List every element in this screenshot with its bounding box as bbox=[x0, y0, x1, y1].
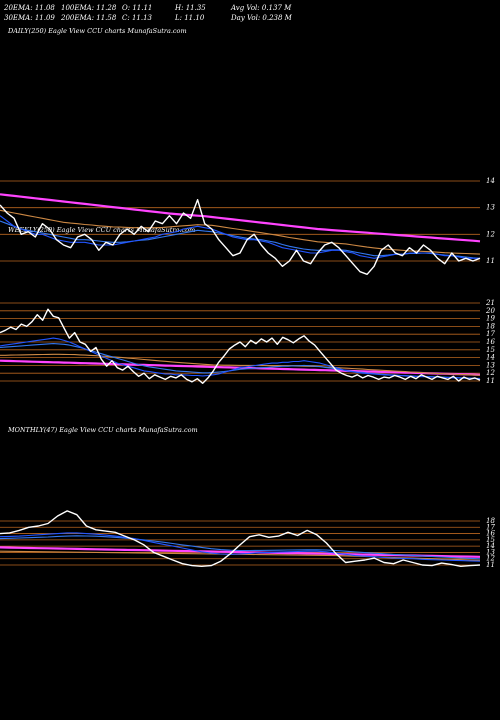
weekly-tick-label: 11 bbox=[486, 377, 495, 385]
monthly-moving-average-line bbox=[0, 535, 481, 560]
ema100-value: 100EMA: 11.28 bbox=[61, 4, 117, 12]
weekly-price-line bbox=[0, 308, 481, 384]
weekly-tick-label: 18 bbox=[486, 322, 495, 330]
stats-row-1: 20EMA: 11.08 100EMA: 11.28 O: 11.11 H: 1… bbox=[4, 3, 292, 13]
monthly-tick-label: 18 bbox=[486, 517, 495, 525]
daily-panel-label: DAILY(250) Eagle View CCU charts MunafaS… bbox=[8, 27, 187, 35]
monthly-tick-label: 11 bbox=[486, 561, 495, 569]
daily-moving-average-line bbox=[0, 209, 481, 255]
weekly-moving-average-line bbox=[0, 353, 481, 376]
monthly-moving-average-line bbox=[0, 532, 481, 562]
day-vol-value: Day Vol: 0.238 M bbox=[231, 14, 292, 22]
daily-price-line bbox=[0, 198, 481, 275]
ema200-value: 200EMA: 11.58 bbox=[61, 14, 117, 22]
daily-tick-label: 12 bbox=[486, 230, 495, 238]
weekly-tick-label: 13 bbox=[486, 361, 495, 369]
weekly-tick-label: 16 bbox=[486, 338, 495, 346]
weekly-tick-label: 21 bbox=[485, 299, 495, 307]
weekly-tick-label: 15 bbox=[486, 346, 495, 354]
weekly-panel-label: WEEKLY(250) Eagle View CCU charts Munafa… bbox=[8, 226, 196, 234]
daily-tick-label: 13 bbox=[486, 204, 495, 212]
weekly-tick-label: 17 bbox=[486, 330, 495, 338]
monthly-price-line bbox=[0, 510, 481, 567]
weekly-tick-label: 20 bbox=[485, 307, 495, 315]
daily-tick-label: 11 bbox=[486, 257, 495, 265]
monthly-panel-label: MONTHLY(47) Eagle View CCU charts Munafa… bbox=[8, 426, 198, 434]
daily-tick-label: 14 bbox=[486, 177, 495, 185]
low-value: L: 11.10 bbox=[175, 14, 205, 22]
monthly-tick-label: 14 bbox=[486, 542, 495, 550]
weekly-tick-label: 14 bbox=[486, 354, 495, 362]
weekly-tick-label: 19 bbox=[486, 315, 495, 323]
close-value: C: 11.13 bbox=[122, 14, 152, 22]
monthly-tick-label: 16 bbox=[486, 530, 495, 538]
monthly-tick-label: 15 bbox=[486, 536, 495, 544]
daily-moving-average-line bbox=[0, 193, 481, 243]
high-value: H: 11.35 bbox=[175, 4, 206, 12]
weekly-tick-label: 12 bbox=[486, 369, 495, 377]
open-value: O: 11.11 bbox=[122, 4, 153, 12]
monthly-tick-label: 13 bbox=[486, 548, 495, 556]
daily-panel: 14 13 12 11 bbox=[0, 177, 495, 275]
indicator-stats: 20EMA: 11.08 100EMA: 11.28 O: 11.11 H: 1… bbox=[4, 3, 292, 23]
avg-vol-value: Avg Vol: 0.137 M bbox=[231, 4, 292, 12]
ema30-value: 30EMA: 11.09 bbox=[4, 14, 55, 22]
weekly-moving-average-line bbox=[0, 337, 480, 380]
monthly-tick-label: 12 bbox=[486, 555, 495, 563]
monthly-tick-label: 17 bbox=[486, 523, 495, 531]
stats-row-2: 30EMA: 11.09 200EMA: 11.58 C: 11.13 L: 1… bbox=[4, 13, 292, 23]
ema20-value: 20EMA: 11.08 bbox=[4, 4, 55, 12]
